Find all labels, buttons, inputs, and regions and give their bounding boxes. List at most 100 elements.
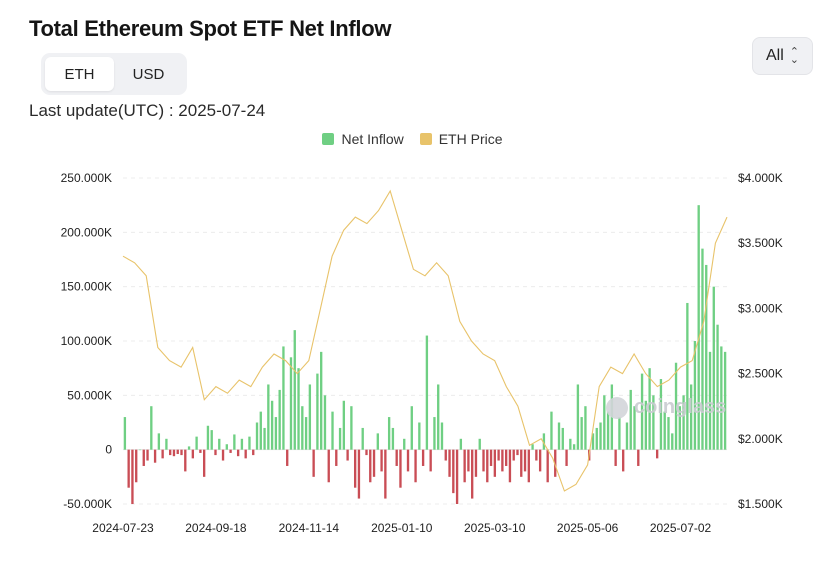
net-inflow-bar [678,406,681,450]
net-inflow-bar [384,449,387,499]
net-inflow-bar [316,373,319,450]
net-inflow-bar [565,449,568,466]
net-inflow-bar [614,449,617,466]
net-inflow-bar [576,384,580,450]
net-inflow-bar [599,422,602,450]
net-inflow-bar [572,444,576,450]
net-inflow-bar [172,449,176,457]
legend-swatch-eth-price [419,133,432,145]
net-inflow-bar [369,449,372,483]
net-inflow-bar [165,438,168,450]
net-inflow-bar [135,449,138,483]
net-inflow-bar [508,449,512,483]
y-left-tick-label: -50.000K [63,497,112,511]
x-tick-label: 2025-05-06 [557,521,619,535]
y-left-axis: -50.000K 0 50.000K 100.000K 150.000K 200.000K… [61,171,113,511]
x-tick-label: 2025-07-02 [650,521,712,535]
net-inflow-bar [535,449,538,461]
net-inflow-bar [433,417,436,450]
net-inflow-bar [478,438,481,450]
y-right-tick-label: $2.000K [738,432,783,446]
legend-item-net-inflow[interactable]: Net Inflow [322,131,404,147]
net-inflow-bar [603,395,606,450]
net-inflow-bar [663,411,666,450]
watermark: coinglass [606,396,726,419]
net-inflow-bar [569,438,572,450]
net-inflow-bar [440,422,444,450]
net-inflow-bar [342,400,346,450]
net-inflow-bar [244,449,247,459]
net-inflow-bar [452,449,455,494]
net-inflow-bar [255,422,259,450]
net-inflow-bar [425,335,429,450]
net-inflow-bar [667,417,670,450]
net-inflow-bar [512,449,515,461]
y-right-tick-label: $3.500K [738,236,783,250]
net-inflow-bar [323,395,327,450]
y-left-tick-label: 200.000K [61,225,112,239]
net-inflow-bar [648,368,651,450]
net-inflow-bar [157,433,161,450]
coinglass-logo-icon [606,396,628,419]
net-inflow-bar [482,449,485,472]
net-inflow-bars [123,205,727,504]
x-tick-label: 2024-11-14 [279,521,340,535]
x-tick-label: 2024-09-18 [185,521,247,535]
net-inflow-bar [580,417,583,450]
net-inflow-bar [705,264,708,450]
net-inflow-bar [606,411,610,450]
y-left-tick-label: 50.000K [67,388,112,402]
unit-usd-button[interactable]: USD [114,57,183,91]
net-inflow-bar [312,449,315,477]
net-inflow-bar [622,449,625,472]
y-left-tick-label: 0 [105,443,112,457]
net-inflow-bar [361,427,364,450]
net-inflow-bar [720,346,723,450]
net-inflow-bar [708,351,712,450]
net-inflow-bar [557,422,561,450]
watermark-text: coinglass [634,396,727,418]
net-inflow-bar [391,427,395,450]
net-inflow-bar [387,417,391,450]
net-inflow-bar [716,324,719,450]
net-inflow-bar [618,417,621,450]
legend-item-eth-price[interactable]: ETH Price [419,131,503,147]
net-inflow-bar [180,449,183,456]
net-inflow-bar [629,389,632,450]
net-inflow-bar [652,395,655,450]
eth-price-line [122,189,728,492]
net-inflow-bar [523,449,527,472]
net-inflow-bar [229,449,232,453]
net-inflow-bar [671,433,674,450]
net-inflow-bar [625,422,629,450]
net-inflow-bar [331,411,334,450]
net-inflow-bar [403,438,406,450]
net-inflow-bar [195,436,198,450]
net-inflow-bar [686,302,689,450]
net-inflow-bar [561,427,564,450]
net-inflow-bar [471,449,474,499]
net-inflow-bar [270,400,274,450]
net-inflow-bar [444,449,447,461]
net-inflow-bar [414,449,417,483]
legend-swatch-net-inflow [322,133,335,145]
net-inflow-bar [236,449,240,457]
net-inflow-bar [376,433,379,450]
net-inflow-bar [184,449,187,472]
net-inflow-bar [301,406,304,450]
range-select[interactable]: All ⌃ ⌄ [752,37,813,75]
net-inflow-bar [357,449,361,499]
y-right-tick-label: $3.000K [738,301,783,315]
net-inflow-bar [214,449,217,456]
net-inflow-bar [138,449,142,451]
net-inflow-bar [520,449,523,477]
net-inflow-bar [146,449,149,461]
net-inflow-bar [682,395,685,450]
net-inflow-bar [289,357,293,450]
unit-eth-button[interactable]: ETH [45,57,114,91]
net-inflow-bar [459,438,463,450]
legend-label-net-inflow: Net Inflow [341,131,404,147]
net-inflow-bar [531,444,534,450]
net-inflow-bar [327,449,330,483]
